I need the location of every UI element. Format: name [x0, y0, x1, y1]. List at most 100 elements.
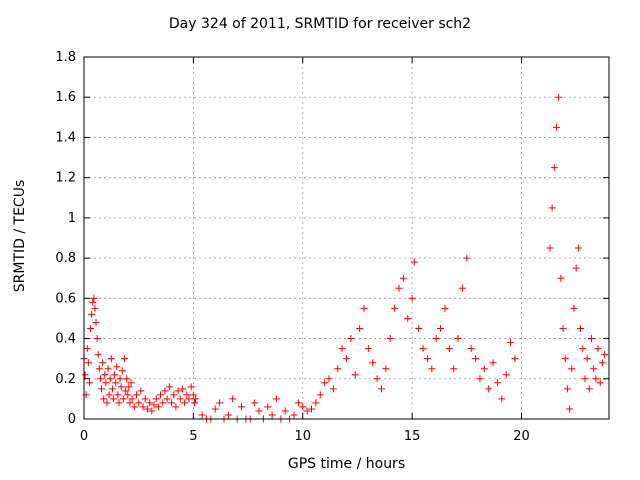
data-point — [251, 399, 259, 407]
data-point — [472, 355, 480, 363]
data-point — [404, 314, 412, 322]
data-point — [118, 367, 126, 375]
data-point — [181, 399, 189, 407]
data-point — [125, 383, 133, 391]
data-point — [325, 375, 333, 383]
data-point — [308, 405, 315, 413]
data-point — [485, 385, 493, 393]
data-point — [176, 395, 184, 403]
data-point — [83, 345, 91, 353]
data-point — [550, 164, 558, 172]
data-point — [548, 204, 556, 212]
data-point — [165, 383, 173, 391]
data-point — [161, 387, 169, 395]
data-point — [583, 355, 591, 363]
data-point — [428, 365, 436, 373]
data-point — [437, 325, 445, 332]
data-point — [561, 355, 569, 363]
data-point — [316, 391, 324, 399]
data-point — [192, 395, 200, 403]
data-point — [382, 365, 390, 373]
data-point — [601, 351, 609, 359]
y-tick-label: 1.8 — [55, 50, 76, 65]
data-point — [152, 395, 160, 403]
data-point — [143, 405, 151, 413]
data-point — [572, 264, 580, 272]
data-point — [163, 395, 171, 403]
data-point — [577, 325, 585, 332]
data-point — [154, 403, 162, 411]
data-point — [89, 298, 97, 306]
data-point — [557, 274, 565, 282]
data-point — [137, 387, 145, 395]
data-point — [511, 355, 519, 363]
data-point — [476, 375, 484, 383]
data-point — [419, 345, 427, 353]
y-tick-label: 0.4 — [55, 332, 76, 347]
data-point — [124, 391, 132, 399]
data-point — [255, 407, 263, 415]
data-point — [106, 375, 114, 383]
data-point — [157, 391, 165, 399]
axis-ticks: 0 0.2 0.4 0.6 0.8 1 1.2 1.4 1.6 1.8 0 5 10 15 20 — [55, 50, 609, 444]
data-point — [178, 385, 186, 393]
plot-frame — [83, 56, 610, 420]
data-point — [351, 371, 359, 379]
data-point — [100, 395, 108, 403]
data-point — [105, 391, 113, 399]
data-point — [579, 345, 587, 353]
data-point — [559, 325, 567, 332]
data-point — [112, 379, 120, 387]
data-point — [480, 365, 488, 373]
x-tick-label: 10 — [294, 429, 311, 444]
data-point — [108, 385, 116, 393]
y-tick-label: 0 — [68, 412, 76, 427]
data-point — [101, 371, 109, 379]
data-point — [211, 405, 219, 413]
data-point — [93, 335, 101, 343]
data-point — [170, 391, 178, 399]
data-point — [489, 359, 497, 367]
data-point — [90, 294, 98, 302]
grid-lines — [84, 57, 609, 419]
data-point — [386, 335, 394, 343]
data-point — [115, 399, 123, 407]
data-point — [432, 335, 440, 343]
data-point — [189, 391, 197, 399]
data-point — [395, 284, 403, 292]
data-point — [224, 411, 232, 419]
data-point — [408, 294, 416, 302]
data-point — [329, 385, 337, 393]
data-point — [130, 403, 138, 411]
y-tick-label: 0.8 — [55, 251, 76, 266]
data-point — [334, 365, 342, 373]
data-point — [364, 345, 372, 353]
data-point — [127, 379, 135, 387]
data-point — [174, 387, 182, 395]
data-point — [94, 351, 102, 359]
data-point — [148, 407, 156, 415]
data-point — [555, 93, 563, 101]
data-point — [423, 355, 431, 363]
data-point — [103, 399, 111, 407]
data-point — [273, 395, 280, 403]
data-point — [596, 379, 604, 387]
data-point — [98, 385, 105, 393]
data-point — [104, 365, 112, 373]
data-point — [467, 345, 475, 353]
data-point — [229, 395, 237, 403]
data-point — [122, 387, 130, 395]
data-point — [268, 411, 276, 419]
data-point — [110, 395, 118, 403]
data-point — [321, 379, 329, 387]
data-point — [185, 395, 193, 403]
data-point — [111, 371, 119, 379]
data-point — [172, 403, 180, 411]
data-point — [133, 391, 140, 399]
data-point — [585, 385, 593, 393]
data-point — [114, 391, 122, 399]
data-point — [113, 363, 121, 371]
data-point — [187, 383, 195, 391]
data-point — [117, 383, 125, 391]
